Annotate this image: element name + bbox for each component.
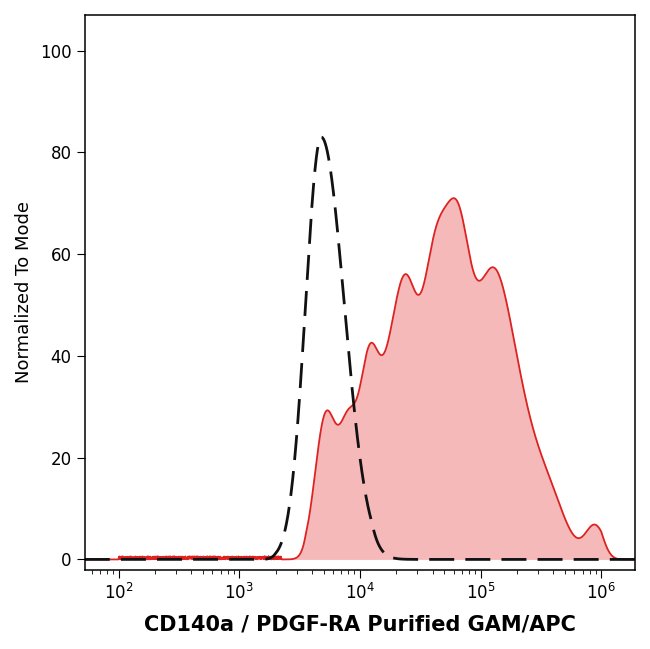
Y-axis label: Normalized To Mode: Normalized To Mode <box>15 201 33 384</box>
X-axis label: CD140a / PDGF-RA Purified GAM/APC: CD140a / PDGF-RA Purified GAM/APC <box>144 614 576 634</box>
